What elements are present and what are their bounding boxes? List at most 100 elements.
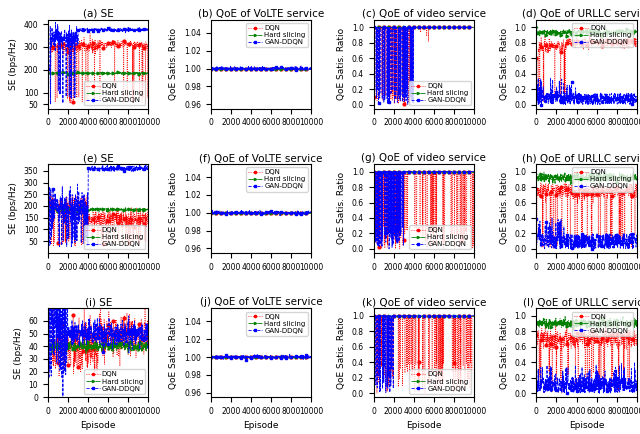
Line: DQN: DQN <box>372 170 476 250</box>
Line: GAN-DDQN: GAN-DDQN <box>47 21 150 105</box>
Hard slicing <box>452 313 460 319</box>
DQN <box>396 246 404 251</box>
Hard slicing <box>289 355 297 360</box>
Hard slicing <box>143 70 150 76</box>
Hard slicing <box>588 321 595 326</box>
Hard slicing <box>124 352 132 357</box>
DQN <box>72 243 79 248</box>
GAN-DDQN <box>143 28 150 33</box>
DQN <box>401 102 409 107</box>
Hard slicing <box>255 66 263 71</box>
Hard slicing <box>127 207 134 212</box>
Legend: DQN, Hard slicing, GAN-DDQN: DQN, Hard slicing, GAN-DDQN <box>84 225 145 250</box>
DQN <box>289 355 297 360</box>
DQN <box>558 390 566 395</box>
GAN-DDQN <box>99 329 107 335</box>
DQN <box>267 66 275 71</box>
GAN-DDQN <box>104 167 112 172</box>
Line: GAN-DDQN: GAN-DDQN <box>209 209 313 217</box>
GAN-DDQN <box>297 63 305 69</box>
DQN <box>593 187 600 192</box>
Hard slicing <box>631 28 639 33</box>
GAN-DDQN <box>468 169 476 174</box>
Title: (c) QoE of video service: (c) QoE of video service <box>362 9 486 19</box>
DQN <box>470 313 478 319</box>
Hard slicing <box>470 169 478 174</box>
GAN-DDQN <box>370 169 378 174</box>
GAN-DDQN <box>593 233 600 238</box>
Hard slicing <box>93 342 100 347</box>
Hard slicing <box>307 210 315 215</box>
Hard slicing <box>44 207 52 212</box>
Title: (l) QoE of URLLC service: (l) QoE of URLLC service <box>524 297 640 307</box>
Line: Hard slicing: Hard slicing <box>372 314 476 317</box>
GAN-DDQN <box>424 169 432 174</box>
Hard slicing <box>267 66 275 71</box>
Hard slicing <box>633 173 640 178</box>
DQN <box>145 213 152 218</box>
Hard slicing <box>581 30 589 35</box>
Hard slicing <box>429 313 437 319</box>
DQN <box>92 210 100 215</box>
Legend: DQN, Hard slicing, GAN-DDQN: DQN, Hard slicing, GAN-DDQN <box>409 225 470 250</box>
GAN-DDQN <box>370 238 378 243</box>
DQN <box>104 349 112 354</box>
GAN-DDQN <box>207 66 214 71</box>
GAN-DDQN <box>404 102 412 107</box>
DQN <box>255 66 263 71</box>
DQN <box>255 210 263 215</box>
GAN-DDQN <box>418 313 426 319</box>
DQN <box>307 66 315 71</box>
Hard slicing <box>267 210 275 215</box>
Hard slicing <box>418 169 426 174</box>
Hard slicing <box>93 206 100 211</box>
GAN-DDQN <box>255 210 263 215</box>
DQN <box>586 33 593 38</box>
DQN <box>561 101 568 106</box>
GAN-DDQN <box>44 152 52 158</box>
GAN-DDQN <box>145 27 152 33</box>
GAN-DDQN <box>93 26 100 31</box>
Hard slicing <box>592 31 600 36</box>
GAN-DDQN <box>587 389 595 395</box>
Hard slicing <box>99 343 106 348</box>
GAN-DDQN <box>580 388 588 393</box>
GAN-DDQN <box>145 167 152 172</box>
Line: DQN: DQN <box>47 0 150 378</box>
Hard slicing <box>255 355 263 360</box>
GAN-DDQN <box>580 233 588 238</box>
Legend: DQN, Hard slicing, GAN-DDQN: DQN, Hard slicing, GAN-DDQN <box>409 81 470 105</box>
GAN-DDQN <box>631 390 639 395</box>
Line: Hard slicing: Hard slicing <box>209 211 313 214</box>
Hard slicing <box>532 319 540 325</box>
DQN <box>468 25 476 30</box>
Hard slicing <box>424 169 432 174</box>
GAN-DDQN <box>127 27 134 32</box>
Hard slicing <box>305 355 313 360</box>
DQN <box>424 25 432 30</box>
GAN-DDQN <box>92 168 100 173</box>
GAN-DDQN <box>593 98 600 103</box>
DQN <box>470 169 478 174</box>
GAN-DDQN <box>429 25 437 30</box>
Line: DQN: DQN <box>209 355 313 358</box>
Hard slicing <box>143 207 150 212</box>
DQN <box>468 169 476 174</box>
Hard slicing <box>255 66 262 71</box>
DQN <box>470 25 478 30</box>
Y-axis label: QoE Satis. Ratio: QoE Satis. Ratio <box>337 172 346 244</box>
GAN-DDQN <box>631 238 639 243</box>
DQN <box>143 347 150 352</box>
Hard slicing <box>207 66 214 71</box>
DQN <box>370 169 378 174</box>
GAN-DDQN <box>424 313 432 319</box>
Title: (d) QoE of URLLC service: (d) QoE of URLLC service <box>522 9 640 19</box>
GAN-DDQN <box>207 355 214 360</box>
GAN-DDQN <box>532 388 540 393</box>
GAN-DDQN <box>419 169 426 174</box>
Title: (h) QoE of URLLC service: (h) QoE of URLLC service <box>522 153 640 163</box>
GAN-DDQN <box>370 25 378 30</box>
X-axis label: Episode: Episode <box>406 421 442 431</box>
Hard slicing <box>207 355 214 360</box>
Hard slicing <box>44 343 52 348</box>
